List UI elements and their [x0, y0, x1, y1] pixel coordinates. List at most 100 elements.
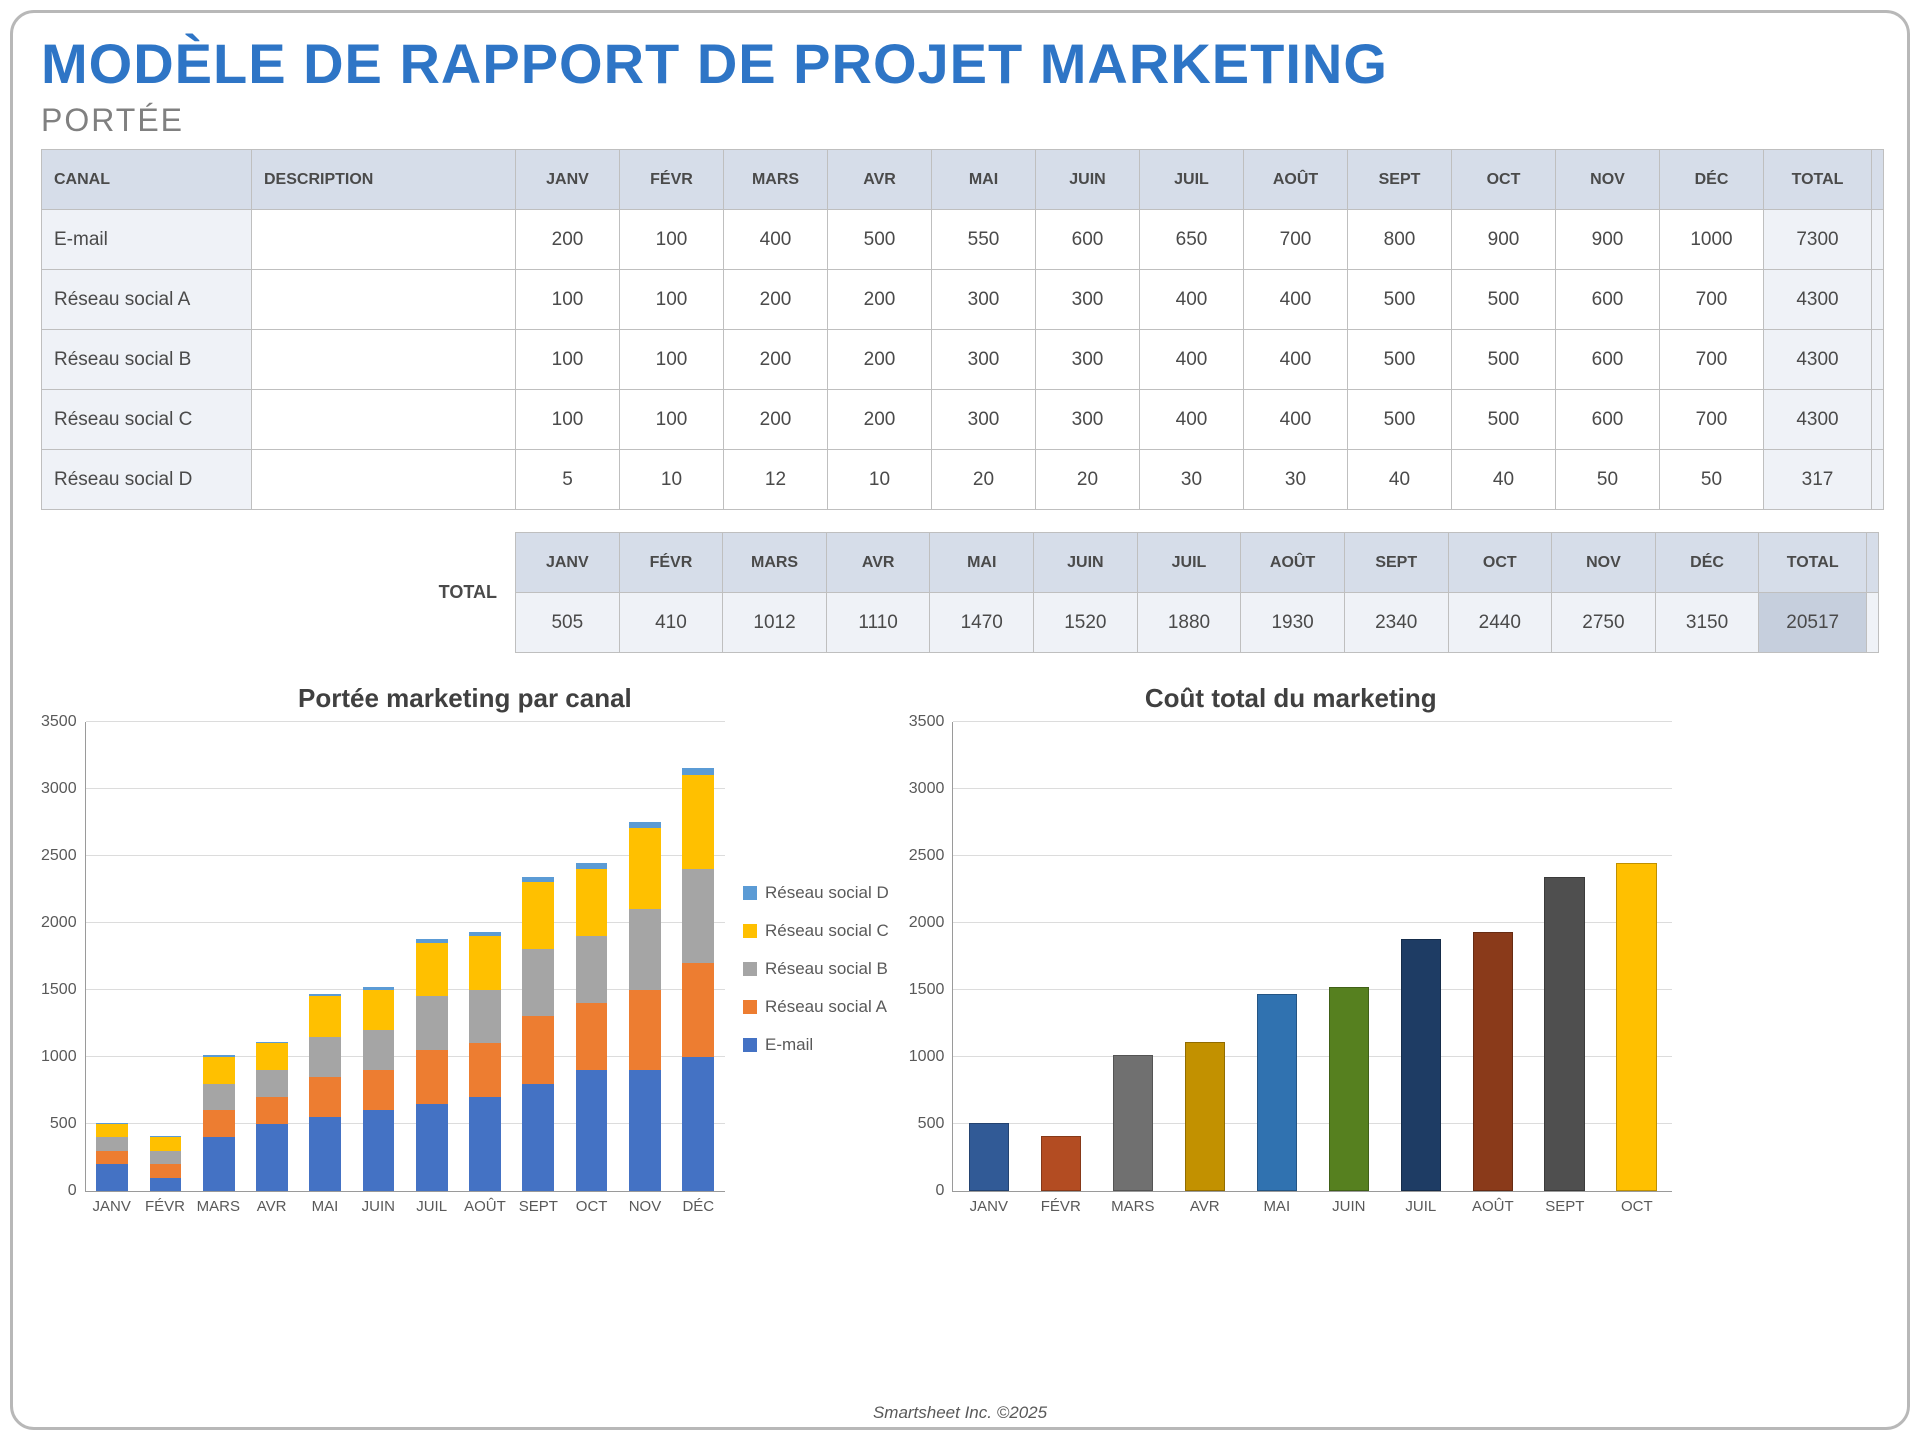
legend-item: Réseau social D [743, 883, 889, 903]
bar-segment [363, 1070, 395, 1110]
bar-segment [629, 1070, 661, 1191]
bar-segment [309, 996, 341, 1036]
bar-segment [309, 1077, 341, 1117]
legend-item: Réseau social B [743, 959, 889, 979]
bar-segment [522, 1084, 554, 1191]
bar-segment [629, 822, 661, 829]
bar-segment [203, 1110, 235, 1137]
bar-segment [576, 869, 608, 936]
bar-segment [96, 1164, 128, 1191]
bar-segment [416, 1050, 448, 1104]
chart-total-cost: Coût total du marketing35003000250020001… [909, 683, 1673, 1215]
bar-segment [469, 1043, 501, 1097]
bar-segment [363, 1030, 395, 1070]
bar-segment [522, 882, 554, 949]
page-subtitle: PORTÉE [41, 102, 1879, 139]
bar-segment [256, 1124, 288, 1191]
bar [1113, 1055, 1153, 1191]
table-header: SEPT [1348, 150, 1452, 210]
bar-segment [363, 1110, 395, 1191]
table-row: Réseau social C1001002002003003004004005… [42, 390, 1884, 450]
bar [969, 1123, 1009, 1191]
table-header: TOTAL [1764, 150, 1872, 210]
bar-segment [416, 943, 448, 997]
bar-segment [96, 1151, 128, 1164]
table-row: E-mail2001004005005506006507008009009001… [42, 210, 1884, 270]
bar-segment [629, 909, 661, 990]
totals-data-row: 5054101012111014701520188019302340244027… [516, 593, 1879, 653]
totals-row: TOTAL JANVFÉVRMARSAVRMAIJUINJUILAOÛTSEPT… [41, 532, 1879, 653]
table-header: CANAL [42, 150, 252, 210]
table-header: MAI [932, 150, 1036, 210]
table-row: Réseau social B1001002002003003004004005… [42, 330, 1884, 390]
bar-segment [522, 1016, 554, 1083]
table-row: Réseau social D5101210202030304040505031… [42, 450, 1884, 510]
bar [1185, 1042, 1225, 1191]
bar-segment [150, 1151, 182, 1164]
table-header: AOÛT [1244, 150, 1348, 210]
bar [1401, 939, 1441, 1191]
reach-table: CANALDESCRIPTIONJANVFÉVRMARSAVRMAIJUINJU… [41, 149, 1884, 510]
bar-segment [682, 869, 714, 963]
bar-segment [150, 1164, 182, 1177]
bar-segment [629, 990, 661, 1071]
chart-title: Portée marketing par canal [41, 683, 889, 714]
bar-segment [469, 1097, 501, 1191]
footer-text: Smartsheet Inc. ©2025 [13, 1403, 1907, 1423]
bar-segment [150, 1137, 182, 1150]
table-row: Réseau social A1001002002003003004004005… [42, 270, 1884, 330]
bar-segment [203, 1057, 235, 1084]
bar-segment [522, 949, 554, 1016]
table-header: AVR [828, 150, 932, 210]
table-header: OCT [1452, 150, 1556, 210]
table-header: MARS [724, 150, 828, 210]
bar-segment [682, 768, 714, 775]
bar [1329, 987, 1369, 1191]
bar-segment [256, 1070, 288, 1097]
bar-segment [682, 775, 714, 869]
bar-segment [469, 990, 501, 1044]
bar [1257, 994, 1297, 1191]
bar-segment [576, 1070, 608, 1191]
bar [1473, 932, 1513, 1191]
totals-table: JANVFÉVRMARSAVRMAIJUINJUILAOÛTSEPTOCTNOV… [515, 532, 1879, 653]
bar-segment [256, 1097, 288, 1124]
table-header: NOV [1556, 150, 1660, 210]
report-frame: MODÈLE DE RAPPORT DE PROJET MARKETING PO… [10, 10, 1910, 1430]
bar-segment [416, 1104, 448, 1191]
chart-reach-by-channel: Portée marketing par canal35003000250020… [41, 683, 889, 1215]
bar-segment [363, 990, 395, 1030]
table-header: JUIN [1036, 150, 1140, 210]
chart-legend: Réseau social D Réseau social C Réseau soc… [743, 722, 889, 1215]
table-header [1872, 150, 1884, 210]
table-header: JANV [516, 150, 620, 210]
bar-segment [150, 1178, 182, 1191]
bar-segment [309, 1117, 341, 1191]
table-header: FÉVR [620, 150, 724, 210]
bar-segment [682, 963, 714, 1057]
table-header: DESCRIPTION [252, 150, 516, 210]
totals-label: TOTAL [41, 582, 515, 603]
bar-segment [309, 1037, 341, 1077]
legend-item: Réseau social C [743, 921, 889, 941]
bar-segment [629, 828, 661, 909]
bar-segment [469, 936, 501, 990]
bar-segment [96, 1137, 128, 1150]
bar-segment [416, 996, 448, 1050]
bar-segment [576, 1003, 608, 1070]
bar-segment [576, 936, 608, 1003]
table-header: JUIL [1140, 150, 1244, 210]
legend-item: Réseau social A [743, 997, 889, 1017]
page-title: MODÈLE DE RAPPORT DE PROJET MARKETING [41, 31, 1879, 96]
bar [1616, 863, 1656, 1191]
chart-title: Coût total du marketing [909, 683, 1673, 714]
table-header: DÉC [1660, 150, 1764, 210]
bar-segment [203, 1137, 235, 1191]
bar-segment [256, 1043, 288, 1070]
legend-item: E-mail [743, 1035, 889, 1055]
bar-segment [96, 1124, 128, 1137]
bar-segment [682, 1057, 714, 1191]
bar [1544, 877, 1584, 1191]
bar-segment [203, 1084, 235, 1111]
bar [1041, 1136, 1081, 1191]
